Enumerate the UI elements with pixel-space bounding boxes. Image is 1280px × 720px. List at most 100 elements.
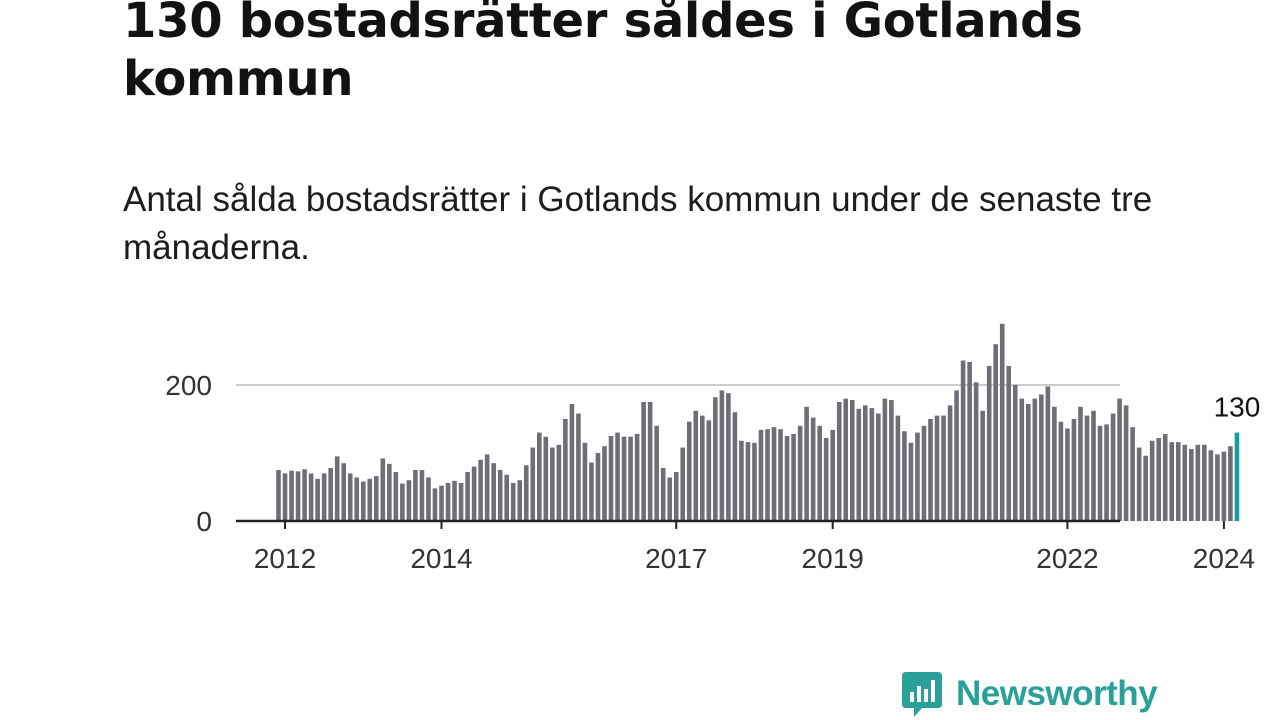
newsworthy-logo: Newsworthy: [902, 670, 1158, 718]
bar: [830, 429, 835, 521]
bar: [947, 405, 953, 521]
bar: [732, 412, 738, 521]
bar: [465, 472, 470, 521]
chart-subtitle: Antal sålda bostadsrätter i Gotlands kom…: [123, 180, 1153, 267]
bar: [432, 488, 438, 521]
bar: [510, 482, 516, 521]
y-tick-label-200: 200: [165, 370, 212, 401]
bar: [308, 473, 314, 521]
bar: [895, 415, 901, 521]
bar: [419, 470, 425, 521]
bar: [471, 466, 477, 521]
bars-layer: [276, 323, 1240, 521]
bar: [921, 425, 927, 521]
bar: [1091, 410, 1096, 521]
bar: [986, 365, 992, 521]
bar: [354, 477, 360, 521]
bar: [758, 429, 764, 521]
labels-layer: 0 200 2012 2014 2017 2019 2022 2024 130: [165, 370, 1260, 574]
bar: [817, 425, 822, 521]
bar: [1182, 444, 1188, 521]
bar: [1097, 425, 1103, 521]
bar: [778, 429, 783, 521]
bar: [686, 421, 692, 521]
bar: [928, 419, 933, 521]
bar: [276, 470, 281, 521]
bar: [719, 390, 725, 521]
bar: [993, 344, 998, 521]
bar: [504, 474, 509, 521]
bar: [484, 454, 490, 521]
bar: [517, 480, 523, 521]
bar: [1208, 450, 1214, 521]
bar: [1202, 444, 1207, 521]
x-tick-label-2024: 2024: [1193, 543, 1255, 574]
bar: [967, 361, 972, 521]
bar: [843, 398, 849, 521]
bar: [1169, 442, 1175, 521]
bar: [797, 425, 803, 521]
bar: [282, 473, 288, 521]
bar: [550, 447, 555, 521]
bar: [530, 447, 536, 521]
bar: [1215, 454, 1220, 521]
bar: [452, 480, 457, 521]
bar: [445, 482, 451, 521]
bar: [1130, 427, 1135, 521]
y-tick-label-0: 0: [196, 506, 212, 537]
bar: [1123, 405, 1129, 521]
bar: [1149, 440, 1155, 521]
bar: [667, 477, 672, 521]
bar: [810, 417, 816, 521]
bar: [960, 360, 966, 521]
bar: [543, 436, 549, 521]
bar: [1058, 421, 1064, 521]
bar: [1006, 365, 1012, 521]
bar: [602, 446, 607, 521]
bar: [634, 433, 640, 521]
bar: [1084, 415, 1090, 521]
newsworthy-logo-icon: [902, 672, 942, 717]
bar: [621, 436, 627, 521]
bar: [1117, 398, 1122, 521]
bar: [726, 393, 731, 521]
bar: [700, 415, 705, 521]
bar: [582, 442, 588, 521]
bar: [1156, 438, 1161, 521]
bar: [980, 410, 985, 521]
bar: [680, 447, 686, 521]
bar: [360, 481, 366, 521]
x-tick-label-2017: 2017: [645, 543, 707, 574]
bar: [1045, 386, 1051, 521]
bar: [889, 399, 894, 521]
bar: [595, 453, 601, 521]
bar: [915, 432, 920, 521]
bar: [1189, 448, 1194, 521]
bar: [863, 405, 868, 521]
bar: [1110, 413, 1116, 521]
chart-title: 130 bostadsrätter såldes i Gotlands komm…: [123, 0, 1083, 107]
bar: [589, 462, 594, 521]
bar: [563, 419, 568, 521]
bar: [439, 485, 444, 521]
bar: [523, 465, 529, 521]
bar: [902, 431, 907, 521]
bar: [1039, 394, 1044, 521]
bar: [1221, 451, 1227, 521]
bar: [836, 402, 842, 521]
bar: [315, 478, 320, 521]
bar: [295, 471, 301, 521]
axis-layer: [236, 519, 1225, 529]
bar: [856, 408, 862, 521]
bar: [302, 469, 307, 521]
bar: [426, 477, 431, 521]
bar: [693, 410, 699, 521]
bar: [406, 480, 412, 521]
bar: [1104, 424, 1109, 521]
bar: [1052, 406, 1057, 521]
bar: [367, 478, 373, 521]
bar: [1065, 428, 1070, 521]
bar: [1175, 442, 1181, 521]
bar: [478, 459, 483, 521]
